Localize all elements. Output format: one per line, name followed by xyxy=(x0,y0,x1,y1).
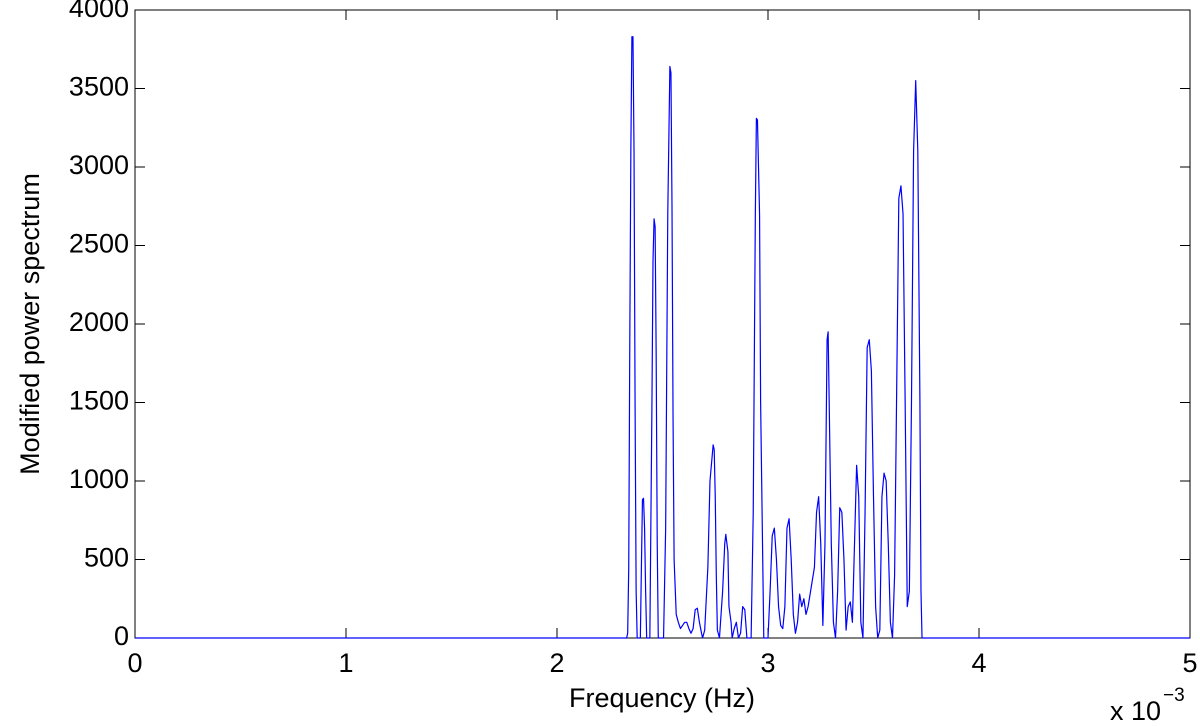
x-tick-label: 3 xyxy=(760,648,775,678)
y-tick-label: 0 xyxy=(114,621,129,651)
y-tick-label: 4000 xyxy=(69,0,129,23)
x-multiplier-exponent: −3 xyxy=(1163,685,1185,706)
x-tick-label: 1 xyxy=(338,648,353,678)
x-tick-label: 5 xyxy=(1182,648,1197,678)
y-tick-label: 1500 xyxy=(69,386,129,416)
plot-frame xyxy=(134,9,1191,639)
x-tick-label: 0 xyxy=(127,648,142,678)
y-tick-label: 2000 xyxy=(69,307,129,337)
x-tick-label: 4 xyxy=(971,648,986,678)
x-multiplier-base: x 10 xyxy=(1110,696,1161,726)
y-tick-label: 2500 xyxy=(69,229,129,259)
x-tick-label: 2 xyxy=(549,648,564,678)
x-axis-label: Frequency (Hz) xyxy=(569,683,755,713)
y-tick-label: 1000 xyxy=(69,464,129,494)
spectrum-line xyxy=(135,36,1190,639)
y-tick-label: 500 xyxy=(84,543,129,573)
y-axis-label: Modified power spectrum xyxy=(15,173,45,475)
y-tick-label: 3500 xyxy=(69,72,129,102)
y-tick-label: 3000 xyxy=(69,150,129,180)
